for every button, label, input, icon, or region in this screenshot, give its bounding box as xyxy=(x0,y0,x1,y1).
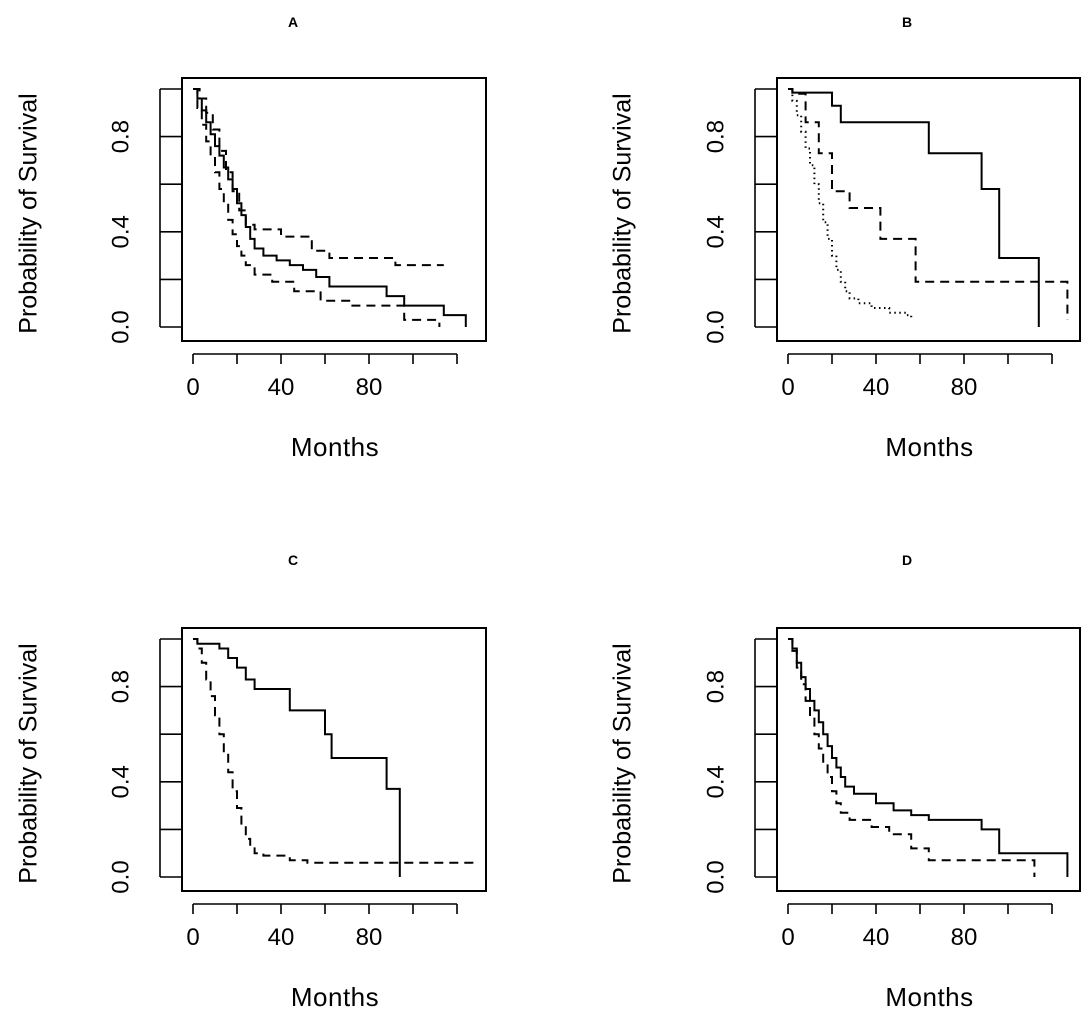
curve-lower xyxy=(193,88,441,327)
y-tick-label: 0.0 xyxy=(107,310,134,343)
y-tick-label: 0.0 xyxy=(702,310,729,343)
y-tick-label: 0.0 xyxy=(107,860,134,893)
x-axis-label: Months xyxy=(885,432,973,462)
panel-b: B 0 40 80 Months 0.0 0.4 0.8 Probability of Surv… xyxy=(609,14,1081,462)
y-axis-label: Probability of Survival xyxy=(15,93,43,333)
curve-dashed xyxy=(788,88,1069,320)
panel-a: A 0 40 80 Months 0.0 0.4 0.8 Probability of Surv… xyxy=(15,14,487,462)
y-tick-label: 0.0 xyxy=(702,860,729,893)
panel-d: D 0 40 80 Months 0.0 0.4 0.8 Probability of Surv… xyxy=(609,552,1081,1009)
x-tick-label: 40 xyxy=(863,374,890,401)
curve-solid xyxy=(788,88,1040,327)
y-tick-label: 0.8 xyxy=(107,670,134,703)
x-tick-label: 80 xyxy=(951,374,978,401)
y-tick-label: 0.4 xyxy=(107,765,134,798)
y-axis-label: Probability of Survival xyxy=(609,93,637,333)
x-tick-label: 40 xyxy=(268,374,295,401)
x-tick-label: 80 xyxy=(356,924,383,951)
y-tick-label: 0.8 xyxy=(702,670,729,703)
y-tick-label: 0.8 xyxy=(702,120,729,153)
x-tick-label: 40 xyxy=(268,924,295,951)
panel-c: C 0 40 80 Months 0.0 0.4 0.8 Probability of Surv… xyxy=(15,552,487,1009)
plot-frame xyxy=(181,627,487,892)
x-tick-label: 80 xyxy=(951,924,978,951)
x-tick-label: 0 xyxy=(781,924,794,951)
panel-title: B xyxy=(902,14,912,30)
x-axis-label: Months xyxy=(291,432,379,462)
plot-frame xyxy=(776,77,1081,342)
x-tick-label: 0 xyxy=(781,374,794,401)
y-axis-label: Probability of Survival xyxy=(609,643,637,883)
curve-dashed xyxy=(193,638,474,866)
y-tick-label: 0.4 xyxy=(107,215,134,248)
panel-title: D xyxy=(902,552,912,568)
panel-title: A xyxy=(288,14,298,30)
plot-frame xyxy=(181,77,487,342)
x-tick-label: 0 xyxy=(186,924,199,951)
curve-solid xyxy=(193,638,401,877)
curve-solid xyxy=(788,638,1069,877)
x-tick-label: 40 xyxy=(863,924,890,951)
x-axis-label: Months xyxy=(885,982,973,1009)
y-tick-label: 0.4 xyxy=(702,215,729,248)
curve-upper xyxy=(193,88,444,267)
curve-dashed xyxy=(788,638,1036,877)
y-tick-label: 0.8 xyxy=(107,120,134,153)
x-axis-label: Months xyxy=(291,982,379,1009)
plot-frame xyxy=(776,627,1081,892)
curve-dotted xyxy=(788,88,913,318)
y-axis-label: Probability of Survival xyxy=(15,643,43,883)
panel-title: C xyxy=(288,552,298,568)
x-tick-label: 80 xyxy=(356,374,383,401)
x-tick-label: 0 xyxy=(186,374,199,401)
y-tick-label: 0.4 xyxy=(702,765,729,798)
curve-solid xyxy=(193,88,467,327)
